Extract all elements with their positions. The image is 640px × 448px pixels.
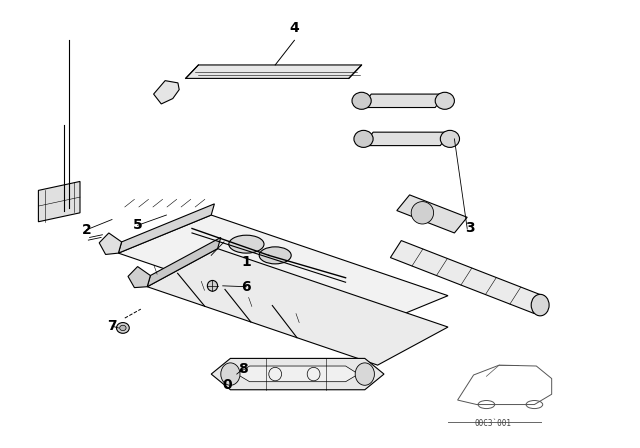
Ellipse shape xyxy=(440,130,460,147)
Ellipse shape xyxy=(354,130,373,147)
Text: 6: 6 xyxy=(241,280,252,294)
Polygon shape xyxy=(128,267,150,288)
Text: 5: 5 xyxy=(132,218,143,233)
Text: 4: 4 xyxy=(289,21,300,35)
Ellipse shape xyxy=(229,235,264,253)
Ellipse shape xyxy=(207,280,218,291)
Text: 00C3`001: 00C3`001 xyxy=(474,419,511,428)
Polygon shape xyxy=(147,237,221,287)
Ellipse shape xyxy=(435,92,454,109)
Polygon shape xyxy=(397,195,467,233)
Polygon shape xyxy=(364,132,450,146)
Text: 2: 2 xyxy=(81,223,92,237)
Polygon shape xyxy=(118,204,214,253)
Text: 0: 0 xyxy=(222,378,232,392)
Text: 1: 1 xyxy=(241,255,252,269)
Ellipse shape xyxy=(116,323,129,333)
Text: 7: 7 xyxy=(107,319,117,333)
Polygon shape xyxy=(211,358,384,390)
Polygon shape xyxy=(186,65,362,78)
Polygon shape xyxy=(147,249,448,365)
Ellipse shape xyxy=(531,294,549,316)
Polygon shape xyxy=(237,366,358,382)
Polygon shape xyxy=(390,241,545,314)
Polygon shape xyxy=(38,181,80,222)
Polygon shape xyxy=(118,215,448,334)
Ellipse shape xyxy=(352,92,371,109)
Ellipse shape xyxy=(355,363,374,385)
Text: 3: 3 xyxy=(465,221,476,236)
Ellipse shape xyxy=(259,247,291,264)
Ellipse shape xyxy=(412,202,434,224)
Ellipse shape xyxy=(120,325,126,331)
Text: 8: 8 xyxy=(238,362,248,376)
Polygon shape xyxy=(362,94,445,108)
Polygon shape xyxy=(99,233,122,254)
Polygon shape xyxy=(154,81,179,104)
Ellipse shape xyxy=(221,363,240,385)
